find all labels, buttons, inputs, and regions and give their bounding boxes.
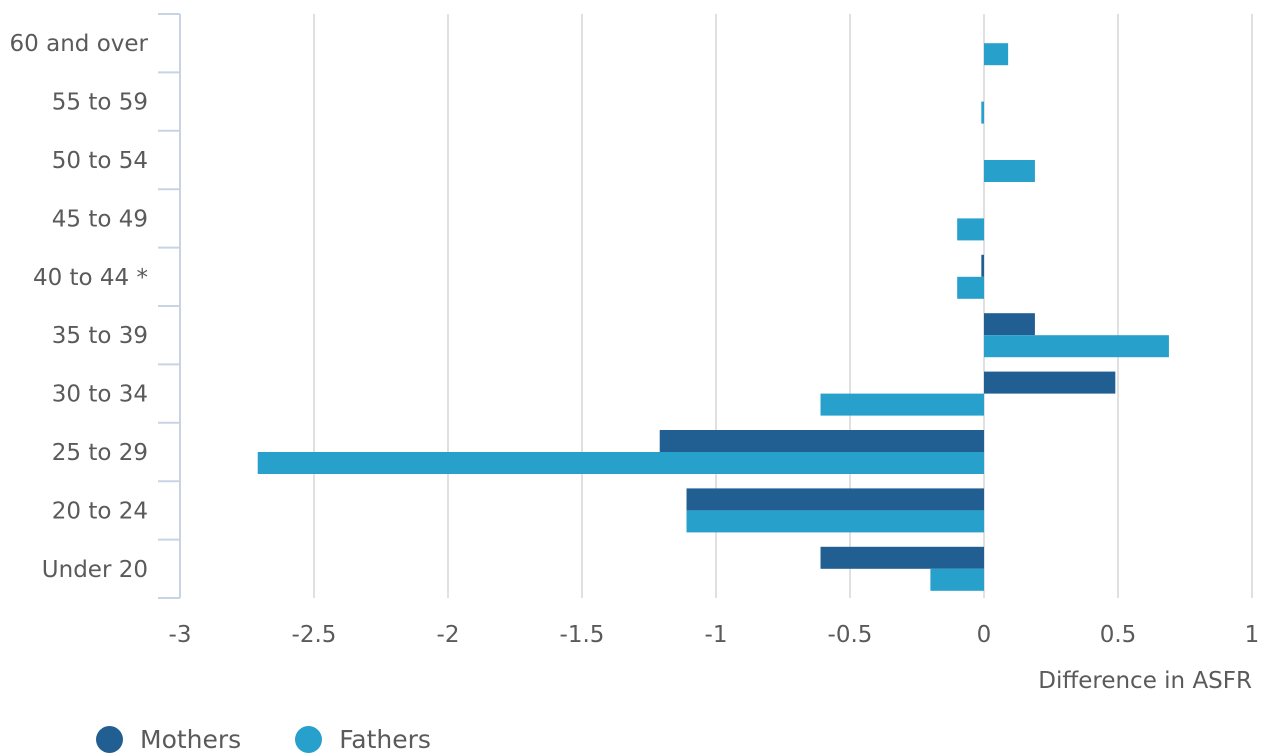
y-tick-label: 50 to 54 — [52, 148, 148, 174]
x-tick-label: 0 — [977, 622, 992, 648]
bar-fathers — [820, 393, 984, 416]
y-tick-label: 45 to 49 — [52, 206, 148, 232]
legend-label-fathers: Fathers — [339, 724, 431, 754]
x-tick-label: -2.5 — [292, 622, 337, 648]
bar-fathers — [257, 452, 985, 474]
x-axis-tick-labels: -3 -2.5 -2 -1.5 -1 -0.5 0 0.5 1 — [169, 622, 1260, 648]
y-tick-label: 25 to 29 — [52, 440, 148, 466]
x-tick-label: -3 — [169, 622, 192, 648]
bar-fathers — [957, 218, 984, 241]
bar-mothers — [659, 430, 984, 452]
y-tick-label: 35 to 39 — [52, 323, 148, 349]
x-tick-label: 0.5 — [1100, 622, 1137, 648]
y-tick-label: 55 to 59 — [52, 90, 148, 116]
x-tick-label: -1 — [705, 622, 728, 648]
x-tick-label: -0.5 — [828, 622, 873, 648]
bar-chart: 60 and over 55 to 59 50 to 54 45 to 49 40 to… — [10, 13, 1260, 694]
bar-fathers — [984, 335, 1169, 358]
legend: Mothers Fathers — [96, 722, 485, 756]
legend-swatch-mothers — [96, 725, 123, 753]
bar-mothers — [984, 313, 1035, 336]
bar-mothers — [984, 371, 1116, 394]
bar-fathers — [930, 568, 984, 591]
bar-fathers — [981, 101, 984, 124]
bar-fathers — [984, 160, 1035, 182]
bar-fathers — [686, 510, 984, 533]
bar-mothers — [686, 488, 984, 511]
y-axis: 60 and over 55 to 59 50 to 54 45 to 49 40 to… — [10, 13, 181, 599]
legend-swatch-fathers — [295, 725, 323, 753]
bar-fathers — [957, 276, 984, 299]
bar-mothers — [981, 254, 984, 277]
y-tick-label: Under 20 — [42, 557, 148, 583]
bars — [257, 43, 1169, 591]
legend-item-mothers[interactable]: Mothers — [96, 725, 241, 754]
x-tick-label: -1.5 — [560, 622, 605, 648]
y-tick-label: 20 to 24 — [52, 498, 148, 524]
x-axis-title: Difference in ASFR — [1038, 668, 1252, 694]
y-tick-label: 30 to 34 — [52, 382, 148, 408]
x-tick-label: 1 — [1245, 622, 1260, 648]
legend-label-mothers: Mothers — [140, 724, 242, 754]
x-tick-label: -2 — [437, 622, 460, 648]
y-tick-label: 60 and over — [10, 31, 149, 57]
bar-mothers — [820, 546, 984, 569]
legend-item-fathers[interactable]: Fathers — [295, 725, 431, 754]
y-tick-label: 40 to 44 * — [33, 265, 148, 291]
bar-fathers — [984, 43, 1009, 66]
